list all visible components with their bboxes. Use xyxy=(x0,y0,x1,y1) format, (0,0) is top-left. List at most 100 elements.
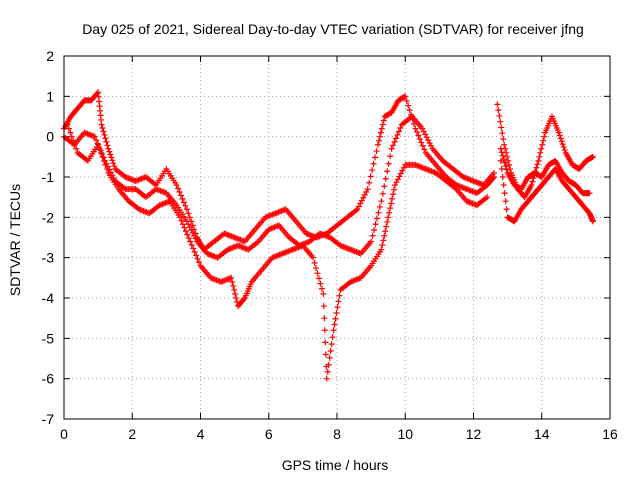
data-point xyxy=(179,221,186,228)
data-point xyxy=(529,178,536,185)
data-point xyxy=(360,194,367,201)
data-point xyxy=(363,188,370,195)
data-point xyxy=(419,142,426,149)
data-point xyxy=(541,133,548,140)
data-point xyxy=(366,179,373,186)
data-point xyxy=(415,132,422,139)
data-point xyxy=(103,165,110,172)
data-point xyxy=(367,173,374,180)
data-point xyxy=(499,130,506,137)
data-point xyxy=(178,192,184,199)
data-point xyxy=(320,290,327,297)
data-point xyxy=(100,128,107,135)
data-point xyxy=(355,203,362,210)
data-point xyxy=(324,368,331,375)
data-point xyxy=(392,135,399,142)
data-point xyxy=(380,237,387,244)
data-point xyxy=(375,137,382,144)
y-tick-label: -3 xyxy=(42,250,55,266)
data-point xyxy=(499,174,506,180)
data-point xyxy=(406,107,413,114)
data-point xyxy=(369,167,376,174)
data-point xyxy=(425,137,432,144)
series-5 xyxy=(497,157,596,225)
data-point xyxy=(323,375,330,382)
data-point xyxy=(418,139,425,146)
data-point xyxy=(384,218,391,225)
data-point xyxy=(194,255,201,262)
data-point xyxy=(321,327,328,334)
data-point xyxy=(381,183,388,190)
data-point xyxy=(93,137,100,144)
data-point xyxy=(495,107,502,114)
data-point xyxy=(484,194,491,201)
data-point xyxy=(376,203,383,210)
data-point xyxy=(182,202,189,209)
series-6 xyxy=(497,145,593,197)
x-tick-label: 12 xyxy=(466,426,482,442)
data-point xyxy=(107,151,114,158)
data-point xyxy=(557,135,564,142)
y-tick-label: -5 xyxy=(42,330,55,346)
data-point xyxy=(420,128,427,135)
data-point xyxy=(329,334,336,341)
x-tick-label: 6 xyxy=(265,426,273,442)
data-point xyxy=(181,224,188,231)
data-point xyxy=(189,229,196,236)
data-point xyxy=(586,190,593,197)
series-2 xyxy=(61,113,497,261)
data-point xyxy=(421,146,428,153)
plot-frame xyxy=(63,55,611,420)
data-point xyxy=(327,348,334,355)
data-point xyxy=(99,125,106,132)
data-point xyxy=(422,131,429,138)
data-marks xyxy=(61,89,596,382)
data-point xyxy=(177,214,184,221)
data-point xyxy=(383,223,390,230)
data-point xyxy=(589,153,596,160)
data-point xyxy=(335,298,342,305)
data-point xyxy=(183,206,190,213)
x-tick-label: 4 xyxy=(197,426,205,442)
data-point xyxy=(385,160,392,167)
data-point xyxy=(173,182,180,189)
data-point xyxy=(191,248,198,255)
x-tick-label: 2 xyxy=(128,426,136,442)
data-point xyxy=(332,315,339,322)
data-point xyxy=(104,142,111,149)
data-point xyxy=(392,182,399,189)
data-point xyxy=(182,228,189,235)
data-point xyxy=(379,241,386,248)
data-point xyxy=(386,209,393,216)
data-point xyxy=(310,254,317,261)
data-point xyxy=(67,129,74,136)
data-point xyxy=(70,137,77,144)
data-point xyxy=(388,145,395,152)
data-point xyxy=(372,154,379,161)
data-point xyxy=(317,280,324,287)
chart-title: Day 025 of 2021, Sidereal Day-to-day VTE… xyxy=(82,21,584,37)
data-point xyxy=(537,149,544,156)
data-point xyxy=(393,179,400,186)
data-point xyxy=(178,217,185,224)
data-point xyxy=(394,131,401,138)
data-point xyxy=(534,161,541,168)
data-point xyxy=(102,135,109,142)
data-point xyxy=(322,339,329,346)
data-point xyxy=(395,128,402,135)
data-point xyxy=(314,270,321,277)
y-tick-label: -7 xyxy=(42,411,55,427)
data-point xyxy=(380,117,387,124)
data-point xyxy=(108,154,115,161)
data-point xyxy=(98,149,105,156)
data-point xyxy=(397,125,404,132)
data-point xyxy=(358,197,365,204)
y-tick-label: -2 xyxy=(42,209,55,225)
data-point xyxy=(321,315,328,322)
data-point xyxy=(378,246,385,253)
data-point xyxy=(391,186,398,193)
data-point xyxy=(311,259,318,266)
data-point xyxy=(391,138,398,145)
data-point xyxy=(313,265,320,272)
data-point xyxy=(501,159,508,166)
